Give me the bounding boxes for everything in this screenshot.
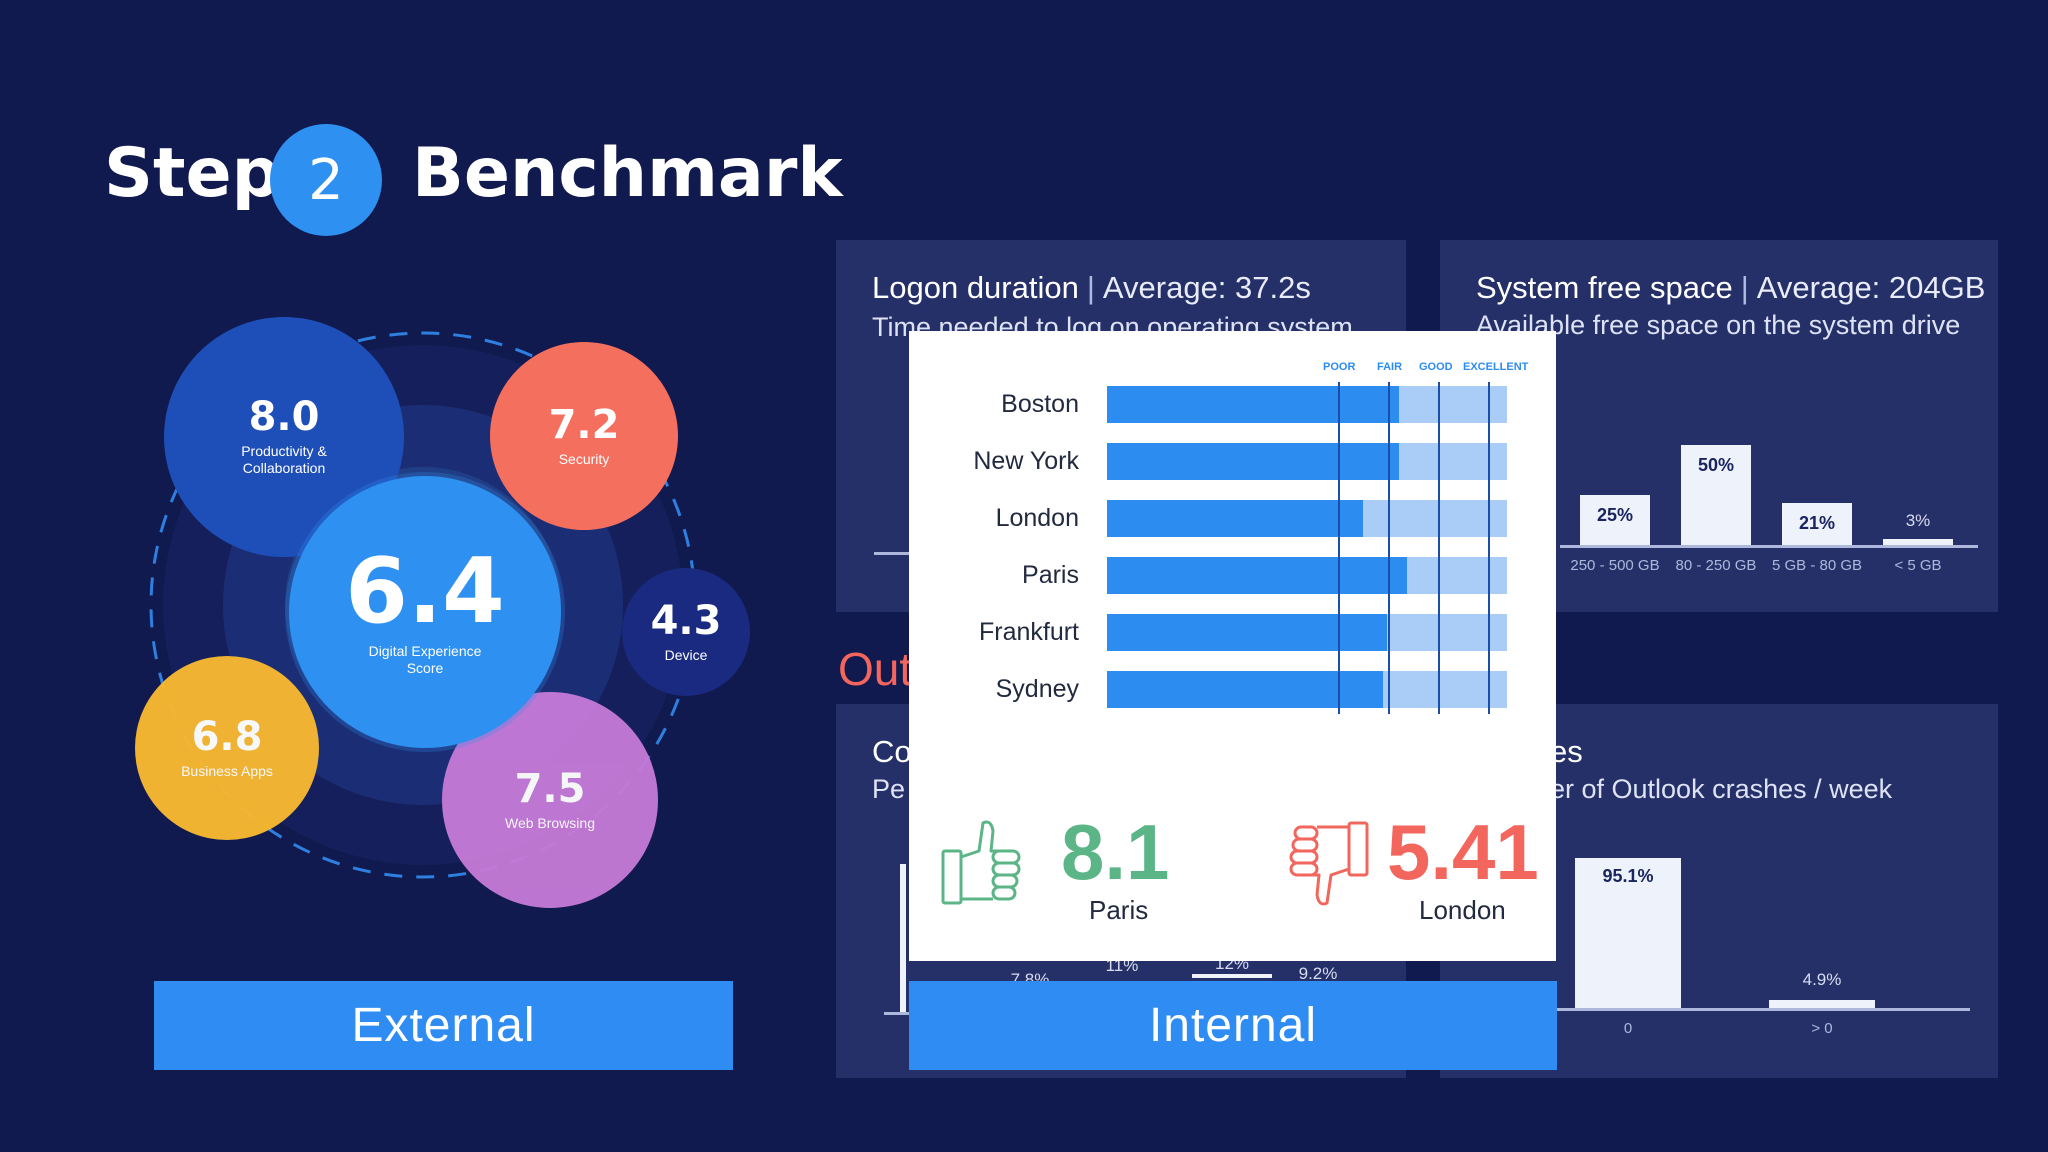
free-space-bar (1782, 503, 1852, 545)
bubble-business-apps-value: 6.8 (191, 713, 263, 760)
logon-title: Logon duration | Average: 37.2s (872, 270, 1311, 305)
level-label: POOR (1323, 361, 1356, 373)
internal-button[interactable]: Internal (909, 981, 1557, 1070)
city-label: Boston (1001, 390, 1079, 418)
city-label: London (995, 504, 1079, 532)
city-label: Paris (1022, 561, 1079, 589)
level-label: GOOD (1419, 361, 1453, 373)
threshold-line (1438, 382, 1440, 714)
free-space-chart: 25% 250 - 500 GB 50% 80 - 250 GB 21% 5 GB - 8… (1440, 240, 1998, 612)
threshold-line (1488, 382, 1490, 714)
bubble-web-browsing-label: Web Browsing (504, 814, 595, 831)
threshold-line (1388, 382, 1390, 714)
city-bar (1107, 671, 1383, 708)
crashes-bar (1575, 858, 1681, 1008)
free-space-category: < 5 GB (1894, 557, 1942, 574)
thumbs-down-icon (1289, 821, 1369, 906)
crashes-category: 0 (1623, 1020, 1633, 1037)
city-bar (1107, 500, 1363, 537)
free-space-subtitle: Available free space on the system drive (1476, 310, 1961, 340)
bubble-digital-experience-score[interactable]: 6.4 Digital Experience Score (289, 476, 561, 748)
city-benchmark-card: Boston New York London Paris Frankfurt Sydney… (909, 331, 1556, 961)
free-space-axis (1560, 545, 1978, 548)
bubble-device[interactable]: 4.3 Device (622, 568, 750, 696)
cpu-title-fragment: Co (872, 734, 912, 769)
cpu-subtitle-fragment: Pe (872, 774, 906, 804)
cpu-bar-3 (1192, 974, 1272, 978)
free-space-title: System free space | Average: 204GB (1476, 270, 1986, 305)
bubble-business-apps-label: Business Apps (181, 762, 273, 779)
free-space-category: 250 - 500 GB (1570, 557, 1660, 574)
thumbs-up-icon (941, 820, 1021, 905)
bubble-center-value: 6.4 (345, 539, 505, 644)
city-score-chart: Boston New York London Paris Frankfurt Sydney… (909, 331, 1556, 761)
bubble-center-label: Digital Experience Score (368, 643, 482, 676)
logon-axis (874, 552, 914, 555)
free-space-bar-label: 21% (1798, 513, 1836, 533)
crashes-bar-label: 4.9% (1802, 970, 1842, 990)
free-space-bar-label: 3% (1905, 511, 1931, 530)
free-space-bar-label: 50% (1697, 455, 1735, 475)
threshold-line (1338, 382, 1340, 714)
outlook-section-heading: Out (838, 643, 913, 695)
crashes-axis (1470, 1008, 1970, 1011)
bubble-productivity-label: Productivity & Collaboration (241, 443, 327, 476)
bubble-business-apps[interactable]: 6.8 Business Apps (135, 656, 319, 840)
cpu-bar-partial (900, 864, 906, 1014)
free-space-category: 80 - 250 GB (1675, 557, 1757, 574)
external-button[interactable]: External (154, 981, 733, 1070)
free-space-bar-label: 25% (1596, 505, 1634, 525)
bubble-device-label: Device (664, 646, 708, 663)
bubble-web-browsing-value: 7.5 (514, 765, 586, 812)
worst-score-value: 5.41 (1387, 808, 1539, 896)
city-bar (1107, 386, 1399, 423)
free-space-title-text: System free space (1476, 270, 1733, 305)
worst-score-city: London (1419, 895, 1506, 925)
free-space-bar (1883, 539, 1953, 545)
level-label: FAIR (1377, 361, 1403, 373)
cpu-label-4: 9.2% (1298, 964, 1338, 983)
logon-average: Average: 37.2s (1102, 270, 1311, 305)
bubble-productivity-value: 8.0 (248, 394, 320, 440)
crashes-bar-label: 95.1% (1602, 866, 1654, 886)
free-space-average: Average: 204GB (1756, 270, 1986, 305)
page-title: Benchmark (412, 134, 843, 213)
logon-title-text: Logon duration (872, 270, 1079, 305)
crashes-bar (1769, 1000, 1875, 1008)
city-bar (1107, 443, 1399, 480)
city-label: Sydney (995, 675, 1079, 703)
level-label: EXCELLENT (1463, 361, 1529, 373)
city-label: Frankfurt (978, 618, 1079, 646)
best-score-value: 8.1 (1061, 808, 1170, 896)
best-score-city: Paris (1089, 895, 1149, 925)
crashes-category: > 0 (1811, 1020, 1833, 1037)
city-bar (1107, 614, 1387, 651)
crashes-subtitle-fragment: er of Outlook crashes / week (1550, 774, 1893, 804)
free-space-category: 5 GB - 80 GB (1771, 557, 1863, 574)
title-step-word: Step (104, 134, 281, 213)
bubble-device-value: 4.3 (650, 597, 722, 644)
step-number-badge: 2 (270, 124, 382, 236)
bubble-security[interactable]: 7.2 Security (490, 342, 678, 530)
bubble-security-label: Security (558, 450, 610, 467)
city-bar (1107, 557, 1407, 594)
crashes-chart: 95.1% 0 4.9% > 0 (1440, 704, 1998, 1078)
city-label: New York (973, 447, 1079, 475)
bubble-security-value: 7.2 (548, 401, 620, 448)
free-space-bar (1681, 445, 1751, 545)
free-space-bar (1580, 495, 1650, 545)
